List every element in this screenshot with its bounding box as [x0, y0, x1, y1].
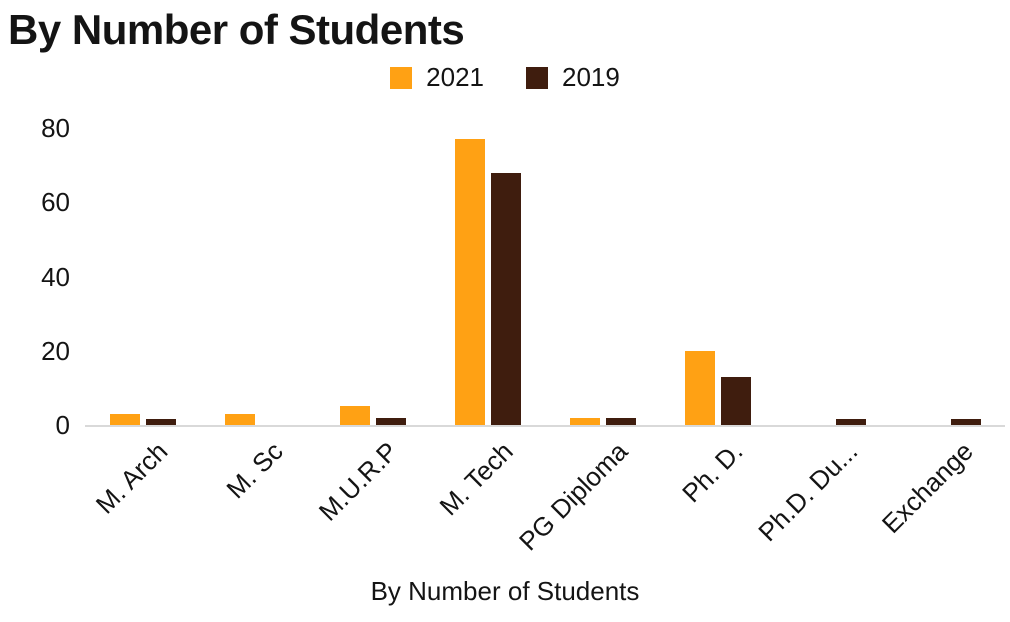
legend: 2021 2019	[0, 62, 1010, 93]
x-category-label-m-arch: M. Arch	[90, 436, 174, 520]
legend-label-2021: 2021	[426, 62, 484, 92]
bar-2021-m-arch	[110, 414, 140, 425]
legend-swatch-2019	[526, 66, 548, 89]
x-category-label-exchange: Exchange	[875, 436, 979, 539]
y-tick-label-0: 0	[55, 410, 70, 440]
bar-2021-m-sc	[225, 414, 255, 425]
bar-2019-exchange	[951, 419, 981, 425]
y-tick-label-20: 20	[41, 335, 70, 366]
x-axis-title: By Number of Students	[370, 576, 640, 606]
legend-label-2019: 2019	[562, 62, 620, 92]
bar-2019-m-u-r-p	[376, 418, 406, 425]
bar-2021-pg-diploma	[570, 418, 600, 425]
bar-2021-m-tech	[455, 139, 485, 425]
bar-2019-ph-d	[721, 377, 751, 425]
chart-title: By Number of Students	[8, 6, 465, 53]
y-tick-label-80: 80	[41, 113, 70, 143]
bar-2019-pg-diploma	[606, 418, 636, 425]
bar-2021-m-u-r-p	[340, 406, 370, 425]
y-tick-label-40: 40	[41, 261, 70, 292]
x-category-label-m-sc: M. Sc	[220, 436, 289, 505]
x-category-label-ph-d-du: Ph.D. Du...	[752, 436, 864, 548]
x-category-label-m-u-r-p: M.U.R.P	[313, 436, 404, 527]
legend-item-2021[interactable]: 2021	[390, 62, 484, 93]
legend-swatch-2021	[390, 66, 413, 89]
bar-2019-m-arch	[146, 419, 176, 425]
x-category-label-ph-d: Ph. D.	[676, 436, 749, 509]
legend-item-2019[interactable]: 2019	[526, 62, 620, 93]
bar-2019-m-tech	[491, 173, 521, 425]
bar-2019-ph-d-du	[836, 419, 866, 425]
x-category-label-m-tech: M. Tech	[433, 436, 519, 522]
y-tick-label-60: 60	[41, 187, 70, 218]
x-category-label-pg-diploma: PG Diploma	[513, 436, 634, 557]
plot-area	[85, 128, 1005, 427]
bar-2021-ph-d	[685, 351, 715, 425]
